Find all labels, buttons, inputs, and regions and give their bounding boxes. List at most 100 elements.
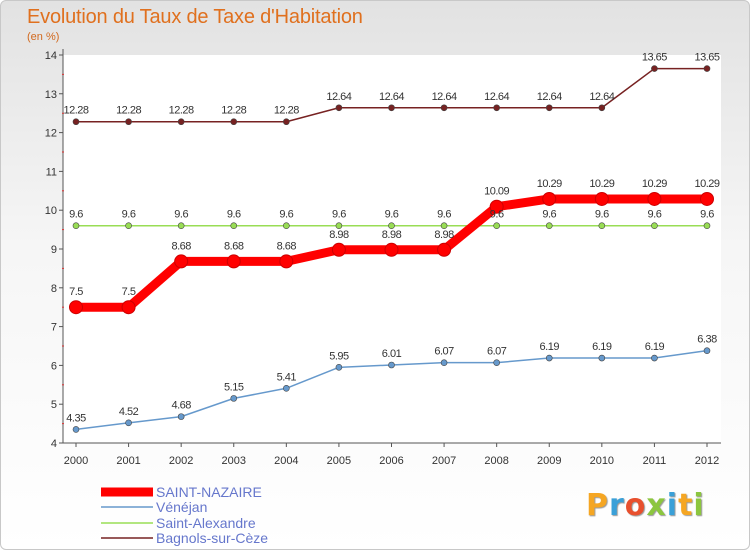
- x-tick-label: 2005: [327, 455, 351, 467]
- data-point: [493, 222, 500, 230]
- x-tick-label: 2000: [64, 455, 88, 467]
- x-tick-label: 2010: [590, 455, 614, 467]
- data-label: 5.15: [224, 381, 244, 393]
- data-label: 10.29: [642, 178, 667, 190]
- data-point: [125, 419, 132, 427]
- data-point: [594, 191, 609, 206]
- proxiti-logo: Proxiti: [586, 488, 705, 523]
- x-tick-label: 2004: [274, 455, 298, 467]
- data-point: [125, 222, 132, 230]
- data-point: [703, 222, 711, 230]
- y-tick-label: 5: [51, 399, 57, 411]
- data-point: [703, 347, 711, 354]
- data-point: [230, 118, 238, 126]
- data-point: [388, 222, 395, 230]
- legend-label-bagnols: Bagnols-sur-Cèze: [156, 530, 269, 546]
- data-point: [283, 222, 290, 230]
- data-label: 10.29: [537, 178, 562, 190]
- logo-letter: i: [693, 488, 705, 523]
- legend-label-saint-nazaire: SAINT-NAZAIRE: [156, 484, 262, 500]
- x-tick-label: 2003: [222, 455, 246, 467]
- data-point: [226, 254, 241, 269]
- logo-letter: P: [586, 488, 609, 523]
- data-point: [647, 191, 662, 206]
- data-label: 9.6: [174, 209, 188, 221]
- data-point: [121, 300, 136, 315]
- data-point: [545, 104, 553, 112]
- data-label: 9.6: [69, 209, 83, 221]
- data-label: 12.64: [326, 91, 351, 103]
- data-label: 8.68: [224, 240, 244, 252]
- y-tick-label: 12: [45, 128, 57, 140]
- data-point: [335, 104, 343, 112]
- data-label: 9.6: [385, 209, 399, 221]
- data-label: 12.64: [484, 91, 509, 103]
- y-tick-label: 6: [51, 360, 57, 372]
- data-label: 4.52: [119, 406, 139, 418]
- data-label: 12.64: [379, 91, 404, 103]
- y-tick-label: 14: [45, 50, 57, 62]
- x-tick-label: 2007: [432, 455, 456, 467]
- data-label: 9.6: [122, 209, 136, 221]
- data-label: 6.19: [645, 341, 665, 353]
- data-point: [283, 118, 290, 126]
- y-tick-label: 9: [51, 244, 57, 256]
- data-point: [542, 191, 557, 206]
- data-label: 8.98: [434, 229, 454, 241]
- y-tick-label: 10: [45, 205, 57, 217]
- logo-letter: r: [609, 488, 625, 523]
- data-label: 5.41: [277, 371, 297, 383]
- data-label: 9.6: [700, 209, 714, 221]
- data-label: 13.65: [694, 52, 719, 64]
- data-point: [489, 199, 504, 214]
- data-label: 9.6: [542, 209, 556, 221]
- data-label: 6.38: [697, 334, 717, 346]
- data-point: [72, 426, 80, 433]
- data-point: [700, 191, 714, 206]
- data-point: [335, 222, 343, 230]
- data-label: 10.29: [589, 178, 614, 190]
- y-tick-label: 7: [51, 322, 57, 334]
- x-tick-label: 2002: [169, 455, 193, 467]
- data-label: 7.5: [69, 286, 83, 298]
- chart-title: Evolution du Taux de Taxe d'Habitation: [27, 6, 363, 28]
- y-tick-label: 13: [45, 89, 57, 101]
- data-label: 6.19: [540, 341, 560, 353]
- data-label: 6.19: [592, 341, 612, 353]
- x-tick-label: 2012: [695, 455, 719, 467]
- y-tick-label: 4: [51, 438, 57, 450]
- data-label: 9.6: [227, 209, 241, 221]
- data-label: 10.09: [484, 186, 509, 198]
- data-point: [230, 222, 238, 230]
- data-label: 7.5: [122, 286, 136, 298]
- data-label: 8.68: [171, 240, 191, 252]
- data-point: [545, 222, 553, 230]
- data-label: 8.98: [382, 229, 402, 241]
- data-point: [493, 104, 500, 112]
- x-tick-label: 2011: [643, 455, 667, 467]
- logo-letter: o: [624, 488, 647, 523]
- data-point: [388, 104, 395, 112]
- data-point: [177, 118, 185, 126]
- data-label: 12.28: [221, 105, 246, 117]
- data-point: [331, 242, 346, 257]
- x-tick-label: 2001: [116, 455, 140, 467]
- data-point: [72, 222, 80, 230]
- data-point: [440, 359, 448, 366]
- data-point: [230, 395, 238, 402]
- data-label: 10.29: [694, 178, 719, 190]
- logo-letter: i: [666, 488, 679, 523]
- data-label: 6.07: [434, 346, 454, 358]
- x-tick-label: 2008: [484, 455, 508, 467]
- data-point: [651, 354, 658, 362]
- data-point: [69, 300, 83, 315]
- data-label: 12.28: [63, 105, 88, 117]
- data-point: [174, 254, 189, 269]
- data-point: [598, 222, 606, 230]
- data-point: [703, 65, 711, 72]
- y-tick-label: 8: [51, 283, 57, 295]
- data-point: [384, 242, 399, 257]
- data-point: [651, 222, 658, 230]
- data-label: 4.68: [171, 400, 191, 412]
